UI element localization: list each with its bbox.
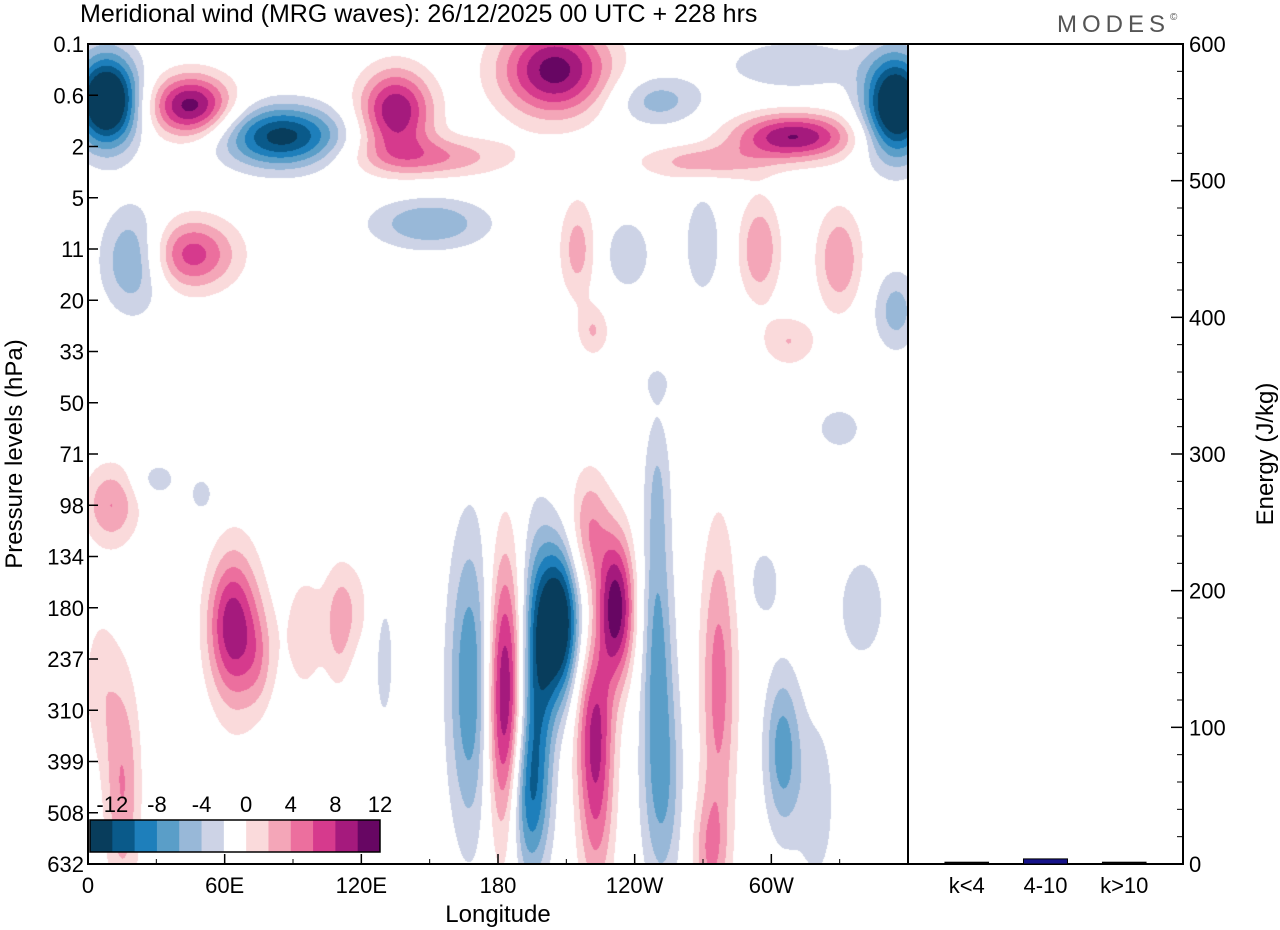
x-axis-label: Longitude [445, 901, 550, 928]
x-axis: 0 60E 120E 180 120W 60W [82, 854, 841, 898]
colorbar-swatch [290, 820, 314, 852]
brand-name: MODES [1057, 11, 1170, 38]
energy-axis-label: Energy (J/kg) [1252, 383, 1279, 526]
heatmap-raster-wrap [88, 44, 908, 864]
colorbar-tick-label: 0 [240, 792, 252, 817]
colorbar-swatch [179, 820, 202, 852]
colorbar-tick-label: 12 [368, 792, 392, 817]
energy-tick-label: 300 [1189, 442, 1226, 467]
colorbar-swatch [156, 820, 180, 852]
colorbar-swatch [335, 820, 359, 852]
energy-tick-label: 600 [1189, 32, 1226, 57]
brand-mark: © [1170, 12, 1182, 23]
energy-categories: k<4 4-10 k>10 [949, 873, 1149, 898]
energy-bar [1101, 861, 1147, 865]
brand-logo: MODES© [1057, 11, 1182, 38]
colorbar-swatch [357, 820, 381, 852]
colorbar-tick-label: -8 [147, 792, 167, 817]
energy-tick-label: 100 [1189, 715, 1226, 740]
colorbar-frame [89, 819, 381, 853]
colorbar-swatch [201, 820, 225, 852]
y-tick-label: 71 [60, 442, 84, 467]
energy-category-label: 4-10 [1023, 873, 1067, 898]
energy-category-label: k<4 [949, 873, 985, 898]
y-tick-label: 5 [72, 186, 84, 211]
energy-axis: 0 100 200 300 400 500 600 [1171, 32, 1226, 877]
colorbar-tick-label: -12 [96, 792, 128, 817]
energy-bar [1023, 858, 1068, 865]
colorbar: -12 -8 -4 0 4 8 12 [89, 792, 392, 853]
colorbar-swatch [90, 820, 113, 852]
energy-category-label: k>10 [1100, 873, 1148, 898]
y-tick-label: 508 [47, 801, 84, 826]
energy-tick-label: 500 [1189, 169, 1226, 194]
y-tick-label: 98 [60, 493, 84, 518]
energy-panel: 0 100 200 300 400 500 600 k<4 4-10 k>10 Energy (… [907, 32, 1279, 898]
colorbar-tick-label: 4 [285, 792, 297, 817]
y-tick-label: 134 [47, 545, 84, 570]
energy-frame [907, 43, 1184, 865]
y-tick-label: 0.1 [53, 32, 84, 57]
colorbar-swatch [134, 820, 158, 852]
x-tick-label: 120E [336, 873, 387, 898]
y-tick-label: 399 [47, 750, 84, 775]
y-axis: 0.1 0.6 2 5 11 20 33 50 71 98 134 180 237 310 399 508 63… [47, 32, 98, 877]
colorbar-tick-label: 8 [329, 792, 341, 817]
heatmap-panel: 0 60E 120E 180 120W 60W 0.1 0.6 2 5 11 20 33 50 71 98 1… [1, 32, 909, 928]
colorbar-swatch [313, 820, 336, 852]
colorbar-swatch [223, 820, 247, 852]
colorbar-swatch [246, 820, 269, 852]
colorbar-swatch [112, 820, 136, 852]
y-tick-label: 33 [60, 340, 84, 365]
x-tick-label: 120W [606, 873, 664, 898]
y-tick-label: 180 [47, 596, 84, 621]
x-tick-label: 0 [82, 873, 94, 898]
energy-tick-label: 0 [1189, 852, 1201, 877]
colorbar-tick-label: -4 [192, 792, 212, 817]
x-tick-label: 60E [205, 873, 244, 898]
y-axis-label: Pressure levels (hPa) [1, 339, 28, 568]
y-tick-label: 20 [60, 288, 84, 313]
y-tick-label: 2 [72, 135, 84, 160]
y-tick-label: 50 [60, 391, 84, 416]
chart-title: Meridional wind (MRG waves): 26/12/2025 … [80, 0, 757, 28]
energy-tick-label: 200 [1189, 579, 1226, 604]
y-tick-label: 0.6 [53, 83, 84, 108]
y-tick-label: 237 [47, 647, 84, 672]
energy-tick-label: 400 [1189, 305, 1226, 330]
y-tick-label: 11 [61, 237, 84, 262]
y-tick-label: 310 [47, 698, 84, 723]
heatmap-field [88, 44, 908, 864]
colorbar-swatch [268, 820, 292, 852]
x-tick-label: 180 [480, 873, 517, 898]
energy-bars [944, 858, 1147, 865]
energy-bar [944, 861, 990, 865]
x-tick-label: 60W [749, 873, 794, 898]
y-tick-label: 632 [47, 852, 84, 877]
